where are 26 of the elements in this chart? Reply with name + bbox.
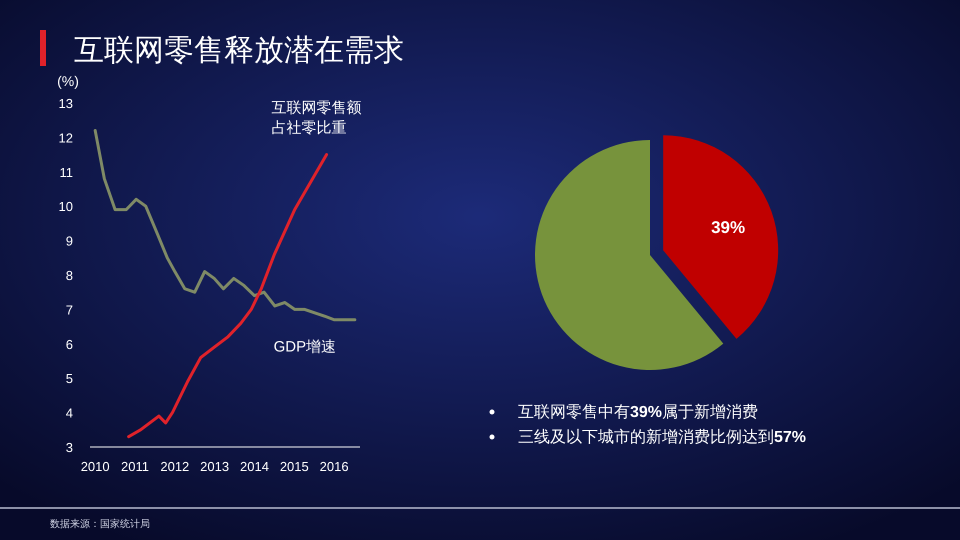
y-tick-label: 10	[58, 199, 73, 214]
x-tick-label: 2015	[280, 459, 309, 474]
y-tick-label: 6	[66, 336, 73, 352]
x-tick-label: 2013	[200, 459, 230, 474]
y-tick-label: 8	[66, 268, 73, 283]
y-tick-label: 5	[66, 371, 73, 386]
y-tick-label: 7	[66, 302, 73, 318]
data-label: 39%	[711, 218, 746, 237]
y-tick-label: 4	[66, 406, 73, 421]
text: 互联网零售额占社零比重	[272, 100, 362, 137]
series-label: GDP增速	[274, 338, 336, 356]
y-tick-label: 3	[66, 440, 73, 455]
y-tick-label: 9	[66, 234, 73, 249]
y-axis-title: (%)	[57, 73, 79, 89]
chart-title: 互联网零售释放潜在需求	[74, 34, 404, 67]
x-tick-label: 2011	[121, 459, 149, 474]
y-tick-label: 12	[58, 130, 73, 146]
x-tick-label: 2012	[160, 459, 190, 474]
x-tick-label: 2014	[240, 459, 269, 474]
text: 互联网零售中有39%属于新增消费	[518, 403, 758, 421]
y-tick-label: 13	[58, 96, 73, 111]
y-tick-label: 11	[60, 164, 73, 180]
source-note: 数据来源：国家统计局	[50, 518, 150, 530]
x-tick-label: 2016	[320, 459, 349, 474]
text: 三线及以下城市的新增消费比例达到57%	[518, 428, 806, 446]
x-tick-label: 2010	[80, 459, 110, 474]
